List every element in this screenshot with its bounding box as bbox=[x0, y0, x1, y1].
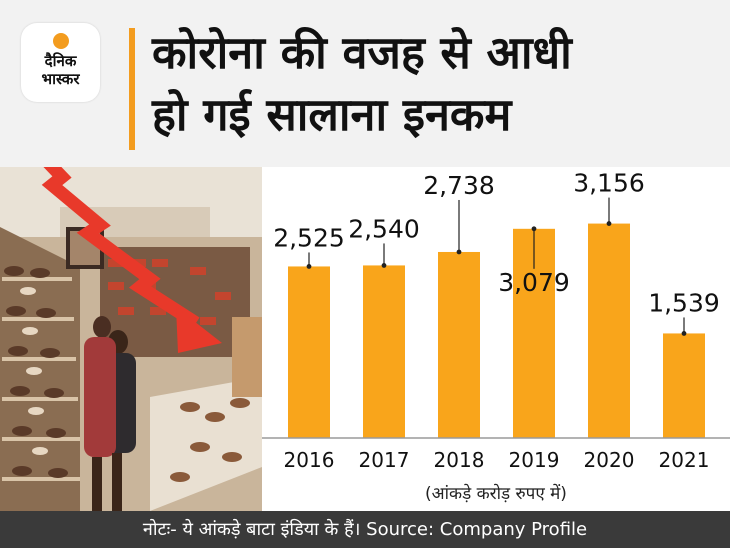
category-label-2021: 2021 bbox=[659, 448, 710, 472]
value-marker-2016 bbox=[306, 264, 312, 269]
bar-2021 bbox=[663, 333, 705, 438]
bar-2020 bbox=[588, 223, 630, 438]
headline: कोरोना की वजह से आधी हो गई सालाना इनकम bbox=[152, 26, 572, 141]
headline-accent-bar bbox=[129, 28, 135, 150]
bar-2017 bbox=[363, 265, 405, 438]
footer: नोटः- ये आंकड़े बाटा इंडिया के हैं। Sour… bbox=[0, 511, 730, 548]
value-marker-2020 bbox=[606, 221, 612, 226]
value-label-2021: 1,539 bbox=[648, 288, 720, 317]
income-bar-chart: 2,525 2016 2,540 2017 2,738 2018 3,079 2019 3,15… bbox=[262, 169, 730, 504]
logo-line-1: दैनिक bbox=[44, 52, 77, 70]
category-label-2018: 2018 bbox=[434, 448, 485, 472]
value-marker-2019 bbox=[531, 226, 537, 232]
value-label-2016: 2,525 bbox=[273, 223, 345, 252]
chart-panel: 2,525 2016 2,540 2017 2,738 2018 3,079 2019 3,15… bbox=[262, 167, 730, 511]
value-marker-2021 bbox=[681, 331, 687, 336]
value-label-2018: 2,738 bbox=[423, 171, 495, 200]
sun-icon bbox=[53, 33, 69, 49]
value-label-2020: 3,156 bbox=[573, 169, 645, 198]
shoe-store-illustration bbox=[0, 167, 262, 511]
category-label-2016: 2016 bbox=[284, 448, 335, 472]
bar-2018 bbox=[438, 251, 480, 438]
value-marker-2017 bbox=[381, 263, 387, 268]
logo-line-2: भास्कर bbox=[41, 70, 80, 88]
value-label-2017: 2,540 bbox=[348, 214, 420, 243]
dainik-bhaskar-logo: दैनिक भास्कर bbox=[21, 23, 100, 102]
category-label-2020: 2020 bbox=[584, 448, 635, 472]
shoe-store-photo bbox=[0, 167, 262, 511]
footer-note: नोटः- ये आंकड़े बाटा इंडिया के हैं। Sour… bbox=[142, 519, 588, 540]
value-label-2019: 3,079 bbox=[498, 268, 570, 297]
category-label-2019: 2019 bbox=[509, 448, 560, 472]
category-label-2017: 2017 bbox=[359, 448, 410, 472]
bar-2016 bbox=[288, 266, 330, 438]
decline-arrow-icon bbox=[41, 167, 200, 329]
header: दैनिक भास्कर कोरोना की वजह से आधी हो गई … bbox=[0, 0, 730, 165]
unit-note: (आंकड़े करोड़ रुपए में) bbox=[425, 483, 567, 504]
value-marker-2018 bbox=[456, 249, 462, 255]
